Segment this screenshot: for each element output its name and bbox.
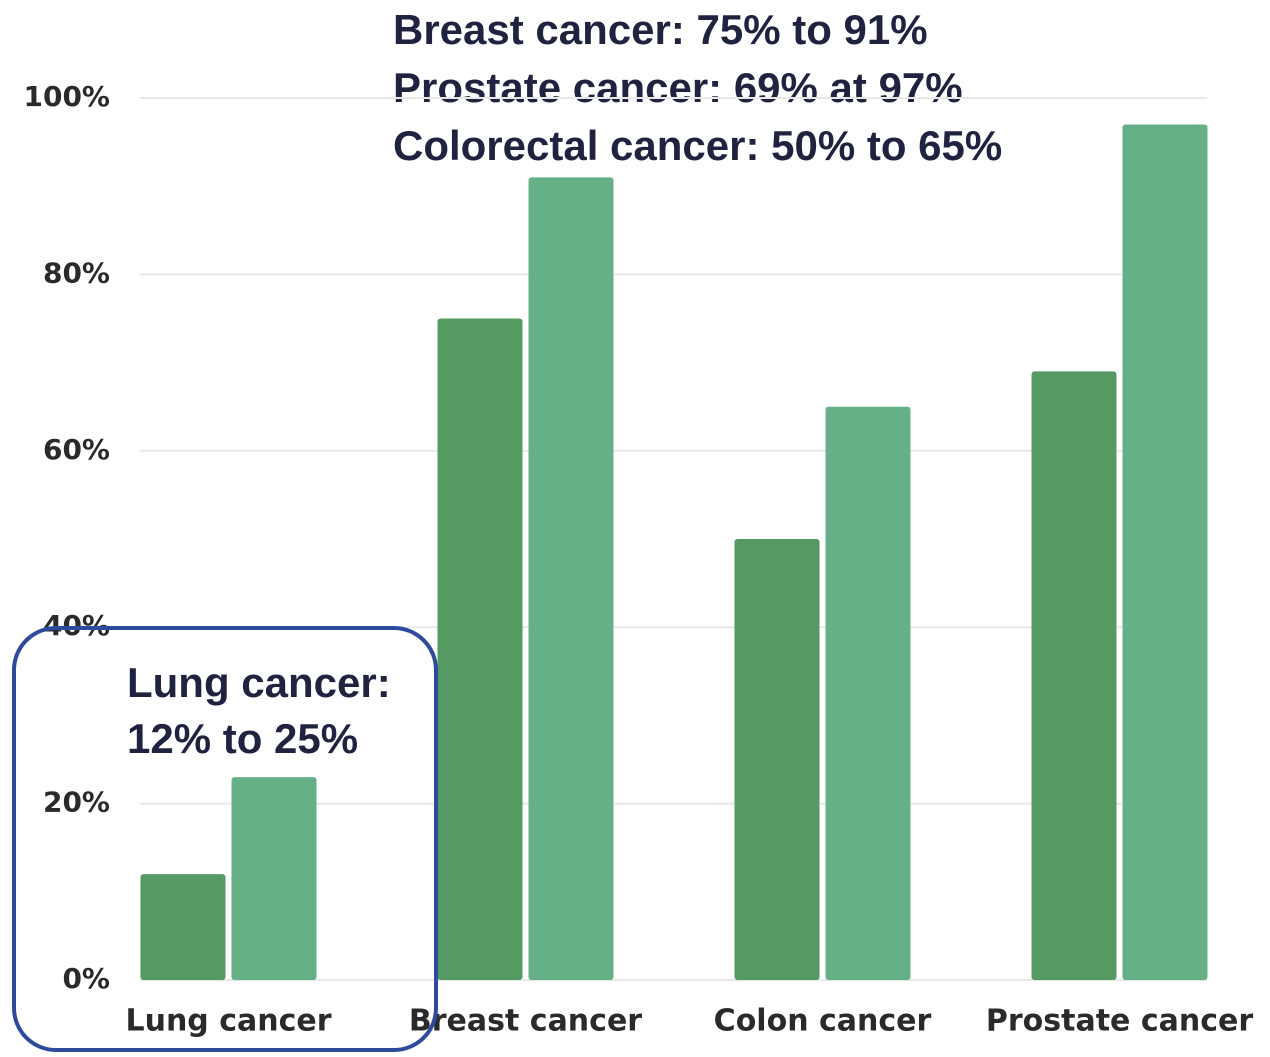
x-tick-label: Breast cancer: [409, 1004, 642, 1039]
bar: [231, 777, 317, 980]
x-tick-label: Lung cancer: [125, 1004, 331, 1039]
bar: [437, 318, 523, 980]
bar: [140, 874, 226, 980]
highlight-box: [12, 626, 438, 1052]
bar: [1122, 124, 1208, 980]
annotation: Prostate cancer: 69% at 97%: [393, 64, 963, 111]
bar: [734, 539, 820, 980]
annotation: Breast cancer: 75% to 91%: [393, 6, 928, 53]
x-tick-label: Colon cancer: [714, 1004, 932, 1039]
annotation: Lung cancer:: [127, 659, 391, 706]
y-tick-label: 0%: [62, 962, 110, 995]
y-tick-label: 40%: [43, 609, 110, 642]
bar: [825, 406, 911, 980]
annotation: Colorectal cancer: 50% to 65%: [393, 122, 1002, 169]
x-tick-label: Prostate cancer: [986, 1004, 1253, 1039]
bar: [528, 177, 614, 980]
annotation: 12% to 25%: [127, 715, 358, 762]
y-tick-label: 20%: [43, 786, 110, 819]
bar: [1031, 371, 1117, 980]
y-tick-label: 100%: [23, 80, 110, 113]
y-tick-label: 60%: [43, 433, 110, 466]
y-tick-label: 80%: [43, 256, 110, 289]
